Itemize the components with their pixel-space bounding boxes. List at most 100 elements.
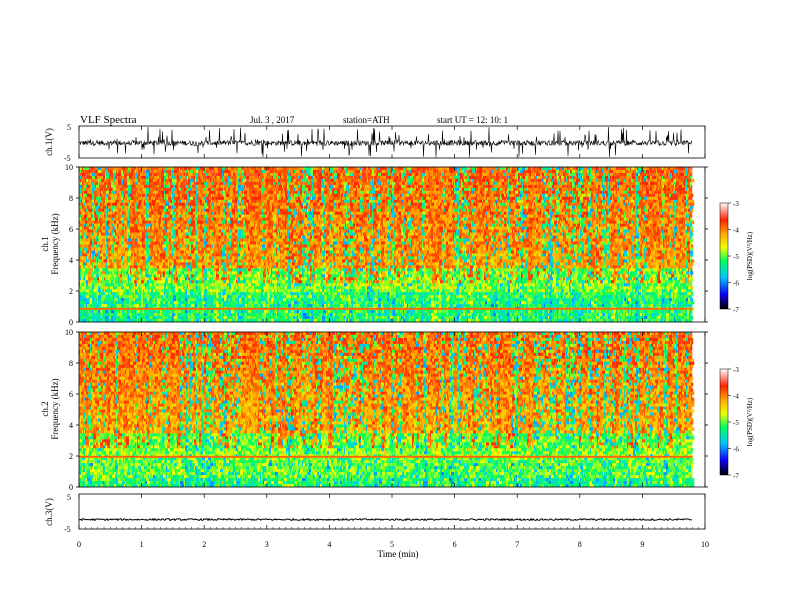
spectrogram-cell [223, 200, 226, 203]
spectrogram-cell [435, 191, 437, 194]
spectrogram-cell [434, 197, 436, 200]
spectrogram-cell [208, 173, 211, 176]
spectrogram-cell [595, 179, 598, 182]
spectrogram-cell [486, 176, 488, 179]
spectrogram-cell [664, 182, 667, 185]
spectrogram-cell [368, 173, 371, 176]
spectrogram-cell [444, 182, 447, 185]
spectrogram-cell [311, 188, 314, 191]
spectrogram-cell [259, 197, 261, 200]
spectrogram-cell [186, 182, 188, 185]
spectrogram-cell [177, 170, 179, 173]
spectrogram-cell [206, 188, 208, 191]
spectrogram-cell [203, 179, 206, 182]
spectrogram-cell [249, 188, 252, 191]
spectrogram-cell [106, 176, 109, 179]
spectrogram-cell [528, 188, 531, 191]
spectrogram-cell [675, 191, 677, 194]
spectrogram-cell [246, 188, 249, 191]
spectrogram-cell [293, 200, 296, 203]
spectrogram-cell [327, 176, 329, 179]
spectrogram-cell [169, 191, 171, 194]
spectrogram-cell [155, 179, 157, 182]
spectrogram-cell [587, 191, 590, 194]
spectrogram-cell [505, 170, 507, 173]
spectrogram-cell [194, 191, 196, 194]
spectrogram-cell [569, 173, 572, 176]
spectrogram-cell [261, 197, 263, 200]
spectrogram-cell [559, 182, 561, 185]
spectrogram-cell [426, 185, 429, 188]
spectrogram-cell [394, 185, 397, 188]
spectrogram-cell [233, 188, 235, 191]
spectrogram-cell [569, 191, 571, 194]
spectrogram-cell [423, 194, 425, 197]
spectrogram-cell [621, 191, 624, 194]
spectrogram-cell [175, 185, 178, 188]
spectrogram-cell [109, 170, 112, 173]
spectrogram-cell [273, 176, 275, 179]
spectrogram-cell [612, 188, 614, 191]
spectrogram-cell [177, 179, 180, 182]
spectrogram-cell [200, 188, 202, 191]
spectrogram-cell [685, 185, 687, 188]
spectrogram-cell [320, 170, 322, 173]
spectrogram-cell [447, 167, 449, 170]
spectrogram-cell [457, 176, 460, 179]
spectrogram-cell [645, 167, 648, 170]
spectrogram-cell [377, 170, 380, 173]
spectrogram-cell [597, 182, 600, 185]
spectrogram-cell [212, 197, 214, 200]
spectrogram-cell [653, 194, 655, 197]
spectrogram-cell [493, 188, 495, 191]
spectrogram-cell [564, 176, 566, 179]
spectrogram-cell [416, 173, 418, 176]
spectrogram-cell [356, 200, 359, 203]
spectrogram-cell [234, 185, 236, 188]
spectrogram-cell [490, 194, 492, 197]
spectrogram-cell [271, 185, 273, 188]
spectrogram-cell [395, 188, 398, 191]
spectrogram-cell [203, 176, 206, 179]
spectrogram-cell [311, 179, 314, 182]
spectrogram-cell [380, 176, 383, 179]
spectrogram-cell [620, 185, 622, 188]
spectrogram-cell [167, 179, 169, 182]
spectrogram-cell [348, 194, 351, 197]
spectrogram-cell [402, 188, 405, 191]
spectrogram-cell [384, 197, 386, 200]
spectrogram-cell [135, 182, 138, 185]
spectrogram-cell [506, 173, 509, 176]
spectrogram-cell [260, 170, 262, 173]
spectrogram-cell [218, 197, 221, 200]
spectrogram-cell [566, 194, 568, 197]
spectrogram-cell [599, 194, 602, 197]
spectrogram-cell [533, 167, 536, 170]
spectrogram-cell [282, 170, 284, 173]
spectrogram-cell [621, 197, 623, 200]
spectrogram-cell [476, 185, 478, 188]
spectrogram-cell [295, 173, 298, 176]
spectrogram-cell [600, 188, 602, 191]
figure-title: VLF Spectra [80, 114, 137, 126]
spectrogram-cell [226, 173, 228, 176]
spectrogram-cell [447, 173, 450, 176]
spectrogram-cell [107, 185, 110, 188]
spectrogram-cell [205, 173, 208, 176]
spectrogram-cell [161, 179, 164, 182]
spectrogram-cell [259, 167, 262, 170]
spectrogram-cell [457, 191, 459, 194]
spectrogram-cell [626, 179, 629, 182]
spectrogram-cell [359, 194, 362, 197]
spectrogram-cell [246, 167, 249, 170]
spectrogram-cell [640, 182, 643, 185]
spectrogram-cell [116, 185, 119, 188]
spectrogram-cell [406, 197, 409, 200]
spectrogram-cell [228, 197, 231, 200]
spectrogram-cell [477, 173, 479, 176]
spectrogram-cell [486, 194, 489, 197]
spectrogram-cell [176, 188, 179, 191]
spectrogram-cell [185, 176, 187, 179]
spectrogram-cell [185, 185, 188, 188]
spectrogram-cell [364, 188, 366, 191]
